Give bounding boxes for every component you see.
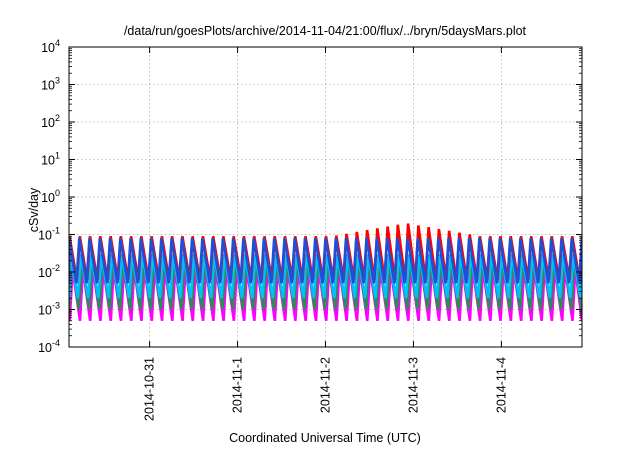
x-tick-label: 2014-11-2 bbox=[319, 357, 333, 413]
y-tick-label: 10-2 bbox=[38, 263, 60, 280]
series-line bbox=[69, 253, 582, 299]
y-tick-label: 10-4 bbox=[38, 338, 60, 355]
series-line bbox=[69, 260, 582, 310]
y-tick-base: 10 bbox=[41, 191, 55, 205]
y-tick-label: 101 bbox=[41, 151, 60, 168]
y-tick-exponent: 1 bbox=[55, 151, 60, 161]
y-tick-exponent: 3 bbox=[55, 76, 60, 86]
series-line bbox=[69, 237, 582, 284]
series-line bbox=[69, 268, 582, 321]
y-tick-base: 10 bbox=[38, 341, 52, 355]
y-tick-label: 104 bbox=[41, 38, 60, 55]
y-tick-base: 10 bbox=[38, 266, 52, 280]
y-tick-base: 10 bbox=[41, 79, 55, 93]
x-tick-label: 2014-10-31 bbox=[143, 357, 157, 421]
y-tick-label: 100 bbox=[41, 188, 60, 205]
y-tick-label: 103 bbox=[41, 76, 60, 93]
y-tick-base: 10 bbox=[38, 229, 52, 243]
y-tick-label: 102 bbox=[41, 113, 60, 130]
x-axis-label: Coordinated Universal Time (UTC) bbox=[229, 431, 421, 445]
y-tick-exponent: -4 bbox=[52, 338, 60, 348]
y-tick-base: 10 bbox=[41, 116, 55, 130]
y-tick-base: 10 bbox=[41, 154, 55, 168]
y-tick-base: 10 bbox=[41, 41, 55, 55]
x-tick-label: 2014-11-1 bbox=[231, 357, 245, 413]
x-tick-label: 2014-11-4 bbox=[494, 357, 508, 413]
y-tick-exponent: 0 bbox=[55, 188, 60, 198]
x-tick-label: 2014-11-3 bbox=[406, 357, 420, 413]
y-tick-label: 10-3 bbox=[38, 301, 60, 318]
y-tick-exponent: 2 bbox=[55, 113, 60, 123]
y-tick-exponent: -1 bbox=[52, 226, 60, 236]
y-tick-base: 10 bbox=[38, 304, 52, 318]
y-tick-exponent: -3 bbox=[52, 301, 60, 311]
y-tick-exponent: 4 bbox=[55, 38, 60, 48]
y-tick-exponent: -2 bbox=[52, 263, 60, 273]
series-group bbox=[69, 223, 582, 321]
axis-ticks bbox=[69, 46, 582, 348]
y-axis-label: cSv/day bbox=[27, 187, 41, 232]
y-tick-label: 10-1 bbox=[38, 226, 60, 243]
x-axis-tick-labels: 2014-10-31 2014-11-1 2014-11-2 2014-11-3 201… bbox=[143, 357, 509, 421]
chart-title: /data/run/goesPlots/archive/2014-11-04/2… bbox=[124, 24, 527, 38]
